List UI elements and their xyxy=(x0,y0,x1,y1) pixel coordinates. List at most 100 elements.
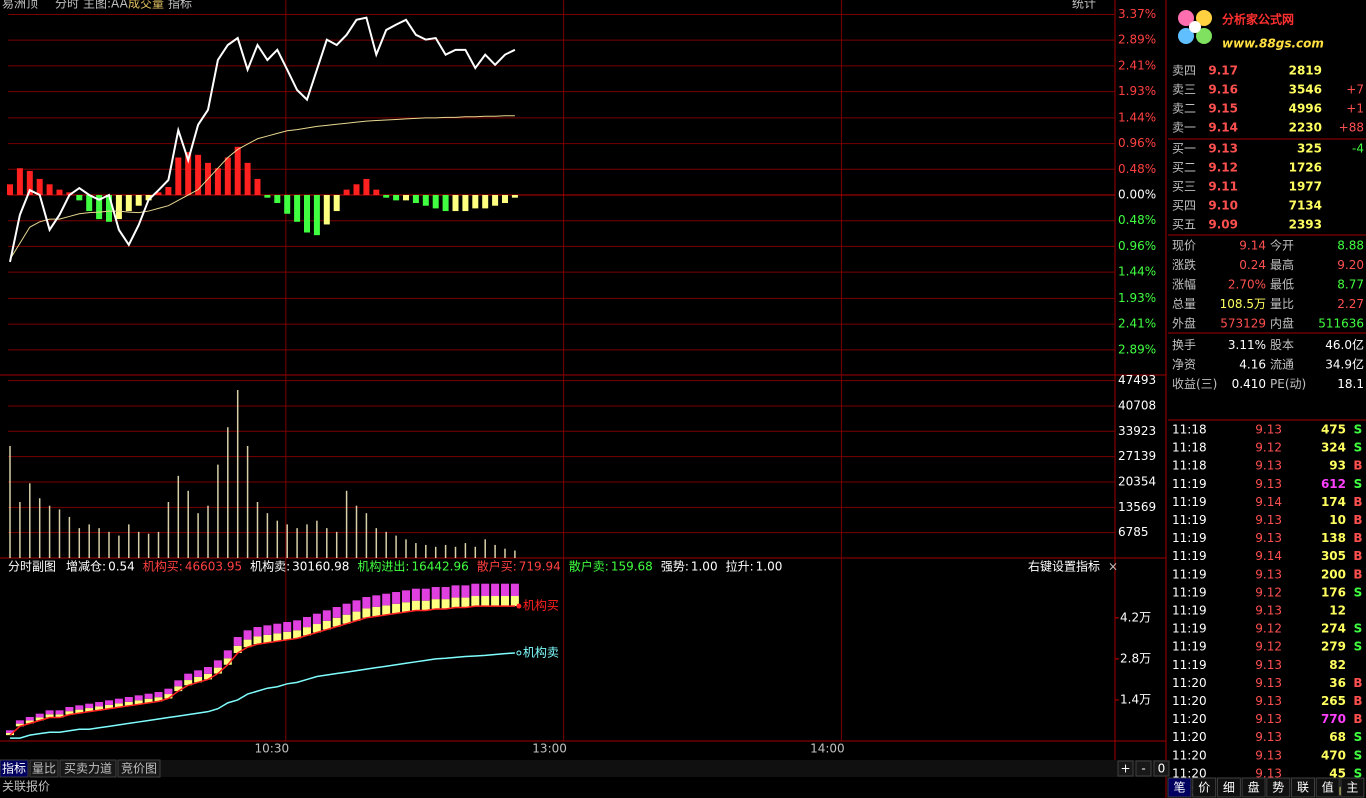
tick-volume: 68 xyxy=(1329,730,1346,744)
bottom-tab[interactable]: 指标 xyxy=(2,761,26,776)
stack-bar-magenta xyxy=(471,583,480,597)
stack-bar-magenta xyxy=(164,688,173,695)
indicator-bar xyxy=(432,195,439,209)
quote-tab-bg[interactable] xyxy=(1167,777,1192,798)
tick-price: 9.13 xyxy=(1255,694,1282,708)
control-label[interactable]: 0 xyxy=(1158,762,1166,776)
tick-time: 11:19 xyxy=(1172,477,1207,491)
quote-tab-bg[interactable] xyxy=(1266,777,1291,798)
price-tick-label: 0.96% xyxy=(1118,136,1156,150)
quote-tab[interactable]: 细 xyxy=(1223,781,1235,795)
quote-tab-bg[interactable] xyxy=(1241,777,1266,798)
price-tick-label: 0.00% xyxy=(1118,188,1156,202)
quote-tab-bg[interactable] xyxy=(1315,777,1340,798)
indicator-bar xyxy=(304,195,310,233)
control-label[interactable]: + xyxy=(1120,762,1130,776)
tick-price: 9.12 xyxy=(1255,622,1282,636)
control-label[interactable]: - xyxy=(1141,762,1145,776)
order-price: 9.12 xyxy=(1208,161,1238,175)
bottom-tab[interactable]: 量比 xyxy=(32,762,56,776)
tick-side: B xyxy=(1353,712,1362,726)
order-label: 买三 xyxy=(1172,180,1196,194)
control-button[interactable] xyxy=(1117,760,1134,777)
order-label: 买二 xyxy=(1172,161,1196,175)
tick-volume: 138 xyxy=(1321,531,1346,545)
stat-value: 34.9亿 xyxy=(1325,357,1364,372)
stack-bar-yellow xyxy=(114,703,123,708)
tab-bg[interactable] xyxy=(59,759,117,778)
close-button[interactable]: × xyxy=(1108,560,1118,574)
tab-bg[interactable] xyxy=(0,759,29,778)
logo-title: 分析家公式网 xyxy=(1222,12,1294,27)
indicator-bar xyxy=(393,195,400,201)
indicator-bar xyxy=(452,195,459,212)
stat-label: 股本 xyxy=(1270,338,1294,352)
tick-side: S xyxy=(1354,748,1363,762)
order-price: 9.10 xyxy=(1208,199,1238,213)
series-end-dot xyxy=(516,650,522,656)
order-volume: 2819 xyxy=(1289,64,1322,78)
indicator-bar xyxy=(135,195,142,206)
stack-bar-yellow xyxy=(303,627,311,636)
stat-value: 46.0亿 xyxy=(1325,337,1364,352)
tick-volume: 324 xyxy=(1321,441,1346,455)
indicator-bar xyxy=(86,195,93,212)
tick-price: 9.13 xyxy=(1255,513,1282,527)
stack-bar-magenta xyxy=(411,588,420,601)
stack-bar-yellow xyxy=(85,708,94,712)
stack-bar-yellow xyxy=(105,704,113,709)
quote-tab[interactable]: 盘 xyxy=(1248,780,1260,795)
tick-volume: 176 xyxy=(1321,585,1346,599)
header-tab: 指标 xyxy=(168,0,192,11)
stat-label: PE(动) xyxy=(1270,377,1306,391)
stack-bar-yellow xyxy=(283,631,292,640)
tick-price: 9.13 xyxy=(1255,423,1282,437)
tick-price: 9.13 xyxy=(1255,676,1282,690)
indicator-bar xyxy=(175,157,182,195)
quote-tab[interactable]: 联 xyxy=(1297,781,1309,795)
order-volume: 3546 xyxy=(1289,83,1322,97)
stack-bar-yellow xyxy=(144,698,153,703)
tick-volume: 274 xyxy=(1321,622,1346,636)
tab-bg[interactable] xyxy=(29,759,59,778)
tick-side: S xyxy=(1354,766,1363,780)
time-tick-label: 10:30 xyxy=(255,742,290,756)
order-price: 9.17 xyxy=(1208,64,1238,78)
tick-side: B xyxy=(1353,513,1362,527)
quote-tab[interactable]: 主 xyxy=(1346,781,1358,795)
quote-tab-bg[interactable] xyxy=(1340,777,1365,798)
indicator-bar xyxy=(422,195,429,206)
stack-bar-magenta xyxy=(451,585,460,598)
order-price: 9.13 xyxy=(1208,142,1238,156)
control-button[interactable] xyxy=(1135,760,1152,777)
quote-tab[interactable]: 值 xyxy=(1322,780,1334,795)
bottom-tab[interactable]: 买卖力道 xyxy=(64,762,112,776)
stat-value: 511636 xyxy=(1318,317,1364,331)
tick-price: 9.13 xyxy=(1255,567,1282,581)
sub-tick-label: 1.4万 xyxy=(1120,692,1151,706)
indicator-setting: 右键设置指标 xyxy=(1028,559,1100,574)
stack-bar-magenta xyxy=(283,622,292,632)
indicator-bar xyxy=(412,195,419,204)
quote-tab[interactable]: 价 xyxy=(1198,781,1210,795)
stack-bar-magenta xyxy=(233,637,242,646)
stack-bar-magenta xyxy=(273,623,282,634)
quote-tab-bg[interactable] xyxy=(1216,777,1241,798)
tab-bg[interactable] xyxy=(117,759,161,778)
stat-value: 8.88 xyxy=(1337,239,1364,253)
quote-tab-bg[interactable] xyxy=(1291,777,1315,798)
quote-tab-bg[interactable] xyxy=(1192,777,1217,798)
order-price: 9.15 xyxy=(1208,102,1238,116)
stack-bar-yellow xyxy=(402,602,410,612)
stack-bar-yellow xyxy=(194,676,203,683)
stack-bar-yellow xyxy=(411,600,420,611)
stack-bar-magenta xyxy=(332,607,341,618)
bottom-tab[interactable]: 竞价图 xyxy=(121,762,157,776)
quote-tab[interactable]: 势 xyxy=(1272,781,1284,795)
stat-value: 8.77 xyxy=(1337,278,1364,292)
control-button[interactable] xyxy=(1153,760,1170,777)
quote-tab[interactable]: 笔 xyxy=(1173,780,1185,795)
price-tick-label: 0.48% xyxy=(1118,162,1156,176)
indicator-bar xyxy=(36,178,43,195)
stack-bar-yellow xyxy=(6,732,14,736)
